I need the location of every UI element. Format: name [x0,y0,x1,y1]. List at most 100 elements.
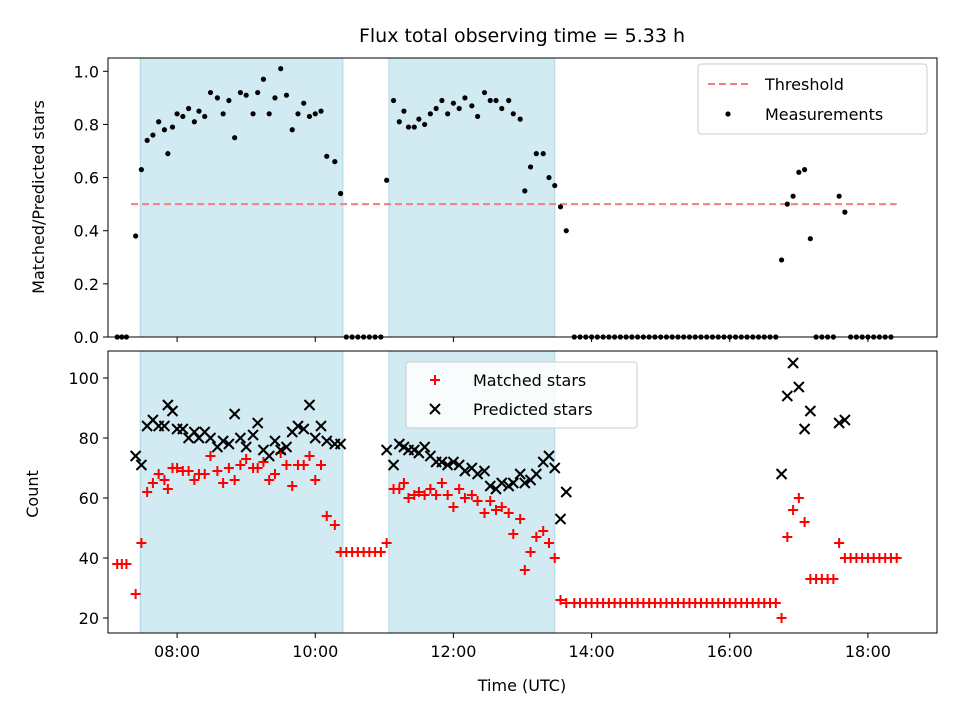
predicted-star-point [514,468,526,480]
y-tick-label: 80 [79,429,99,448]
matched-star-point [891,553,902,563]
matched-star-point [189,475,200,485]
measurement-point [232,135,238,141]
measurement-point [445,111,451,117]
predicted-star-point [280,441,293,453]
measurement-point [401,108,407,114]
measurement-point [510,111,516,117]
matched-star-point [782,532,793,542]
y-tick-label: 40 [79,549,99,568]
measurement-point [243,92,249,98]
y-tick-label: 0.8 [74,115,99,134]
matched-star-point [448,502,459,512]
predicted-star-point [507,477,519,489]
measurement-point [474,113,481,120]
legend-measurement-label: Measurements [765,105,883,124]
matched-star-point [310,475,321,485]
matched-star-point [130,589,141,599]
matched-star-point [770,598,781,608]
x-tick-label: 10:00 [292,642,338,661]
measurement-point [439,97,445,104]
shaded-interval [140,58,343,337]
measurement-point [278,66,284,72]
matched-star-point [159,475,170,485]
matched-star-point [235,460,246,470]
matched-star-point [788,505,799,515]
predicted-star-point [387,459,400,471]
matched-star-point [147,478,158,488]
matched-star-point [519,565,530,575]
measurement-point [312,111,318,117]
measurement-point [493,97,499,104]
measurement-point [161,127,168,133]
y-tick-label: 0.6 [74,169,99,188]
measurement-point [807,236,813,242]
matched-star-point [454,484,465,494]
x-tick-label: 12:00 [430,642,476,661]
measurement-point [796,169,802,175]
measurement-point [506,97,512,104]
legend-predicted-label: Predicted stars [473,400,593,419]
measurement-point [144,137,150,143]
matched-star-point [229,475,240,485]
matched-star-point [398,478,409,488]
matched-star-point [436,478,447,488]
measurement-point [836,193,842,199]
matched-star-point [549,553,560,563]
matched-star-point [153,469,164,479]
matched-star-point [403,493,414,503]
predicted-star-point [478,465,491,477]
measurement-point [324,153,330,159]
predicted-star-point [303,399,316,411]
measurement-point [226,97,232,104]
top-legend: Threshold Measurements [697,63,928,135]
measurement-point [517,116,523,122]
measurement-point [540,151,546,157]
x-tick-label: 14:00 [569,642,615,661]
predicted-star-point [781,390,794,402]
measurement-point [138,167,144,173]
measurement-point [422,121,428,128]
matched-star-point [218,478,229,488]
y-tick-label: 1.0 [74,62,99,81]
matched-star-point [431,490,442,500]
matched-star-point [425,484,436,494]
matched-star-point [281,460,292,470]
measurement-point [433,105,439,112]
predicted-star-point [228,408,241,420]
predicted-star-point [560,486,572,498]
predicted-star-point [787,357,799,369]
matched-star-point [212,466,223,476]
measurement-point [237,89,244,96]
matched-star-point [241,454,252,464]
x-tick-label: 08:00 [154,642,200,661]
legend-threshold-label: Threshold [764,75,844,94]
measurement-point [416,116,422,122]
matched-star-point [799,517,810,527]
measurement-point [266,111,272,117]
matched-star-point [459,493,470,503]
measurement-point [481,89,488,96]
legend-box [697,63,928,135]
measurement-point [289,127,295,133]
measurement-point [522,188,528,194]
matched-star-point [287,481,298,491]
measurement-point [499,105,505,112]
measurement-point [552,182,558,189]
measurement-point [563,228,569,234]
y-tick-label: 0.2 [74,275,99,294]
predicted-star-point [177,423,189,435]
matched-star-point [252,463,263,473]
y-tick-label: 60 [79,489,99,508]
bottom-xlabel: Time (UTC) [477,676,566,695]
matched-star-point [121,559,132,569]
legend-box [405,361,638,429]
matched-star-point [172,463,183,473]
legend-predicted-swatch [429,403,441,415]
matched-star-point [264,475,275,485]
measurement-point [842,209,848,215]
matched-star-point [183,466,194,476]
matched-star-point [466,490,477,500]
matched-star-point [269,469,280,479]
measurement-point [546,174,552,181]
